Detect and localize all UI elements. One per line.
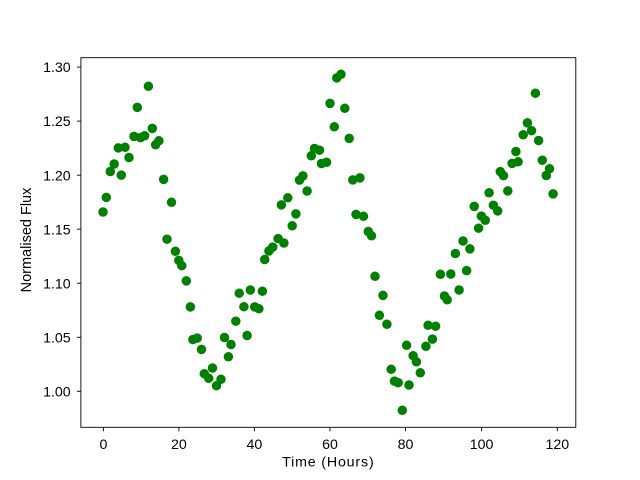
svg-text:100: 100 — [470, 437, 494, 453]
svg-text:1.10: 1.10 — [43, 276, 71, 292]
svg-text:120: 120 — [545, 437, 569, 453]
svg-text:1.15: 1.15 — [43, 222, 71, 238]
svg-text:1.25: 1.25 — [43, 114, 71, 130]
svg-text:20: 20 — [171, 437, 187, 453]
svg-text:80: 80 — [398, 437, 414, 453]
svg-text:1.20: 1.20 — [43, 168, 71, 184]
svg-text:Normalised Flux: Normalised Flux — [19, 187, 35, 292]
svg-text:Time (Hours): Time (Hours) — [282, 454, 374, 470]
svg-text:1.00: 1.00 — [43, 384, 71, 400]
svg-text:1.30: 1.30 — [43, 60, 71, 76]
svg-text:60: 60 — [322, 437, 338, 453]
svg-text:0: 0 — [99, 437, 107, 453]
svg-text:40: 40 — [247, 437, 263, 453]
svg-text:1.05: 1.05 — [43, 330, 71, 346]
